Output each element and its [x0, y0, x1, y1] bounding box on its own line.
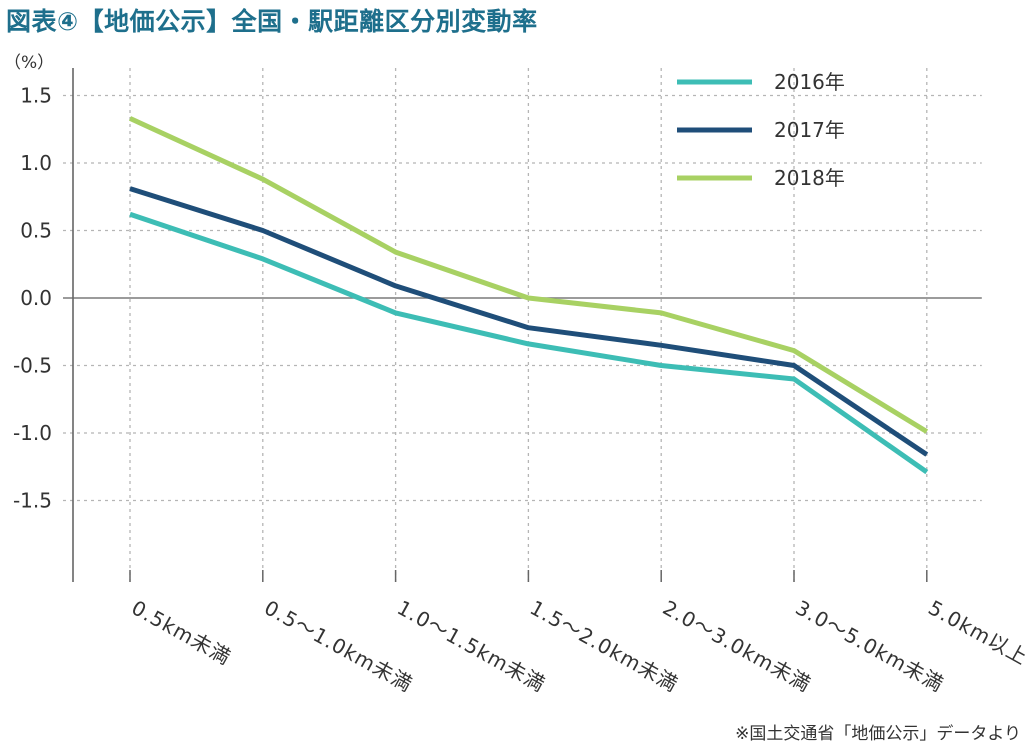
legend-label: 2018年	[774, 166, 845, 190]
label-layer: 1.5 1.0 0.5 0.0 -0.5 -1.0 -1.5 （%） 0.5km未満 0.5～1.…	[4, 53, 1031, 697]
series-line-1	[129, 211, 929, 475]
legend-label: 2016年	[774, 70, 845, 94]
series-line-3	[128, 116, 929, 434]
x-tick-label: 3.0～5.0km未満	[792, 595, 949, 696]
y-tick-label: 0.5	[20, 219, 52, 243]
series-layer	[128, 116, 929, 475]
y-tick-label: -1.0	[13, 421, 52, 445]
y-tick-label: -1.5	[13, 489, 52, 513]
y-tick-label: 1.5	[20, 84, 52, 108]
y-tick-label: 0.0	[20, 286, 52, 310]
y-axis-unit: （%）	[4, 53, 54, 73]
x-tick-label: 1.0～1.5km未満	[393, 595, 550, 696]
legend-label: 2017年	[774, 118, 845, 142]
y-tick-label: 1.0	[20, 151, 52, 175]
chart-title: 図表④【地価公示】全国・駅距離区分別変動率	[6, 7, 538, 36]
x-tick-label: 5.0km以上	[924, 595, 1031, 669]
legend: 2016年 2017年 2018年	[677, 70, 845, 190]
x-tick-label: 0.5km未満	[128, 595, 236, 669]
x-tick-label: 2.0～3.0km未満	[659, 595, 816, 696]
grid-layer	[63, 68, 982, 582]
x-tick-label: 0.5～1.0km未満	[260, 595, 417, 696]
x-tick-label: 1.5～2.0km未満	[526, 595, 683, 696]
y-tick-label: -0.5	[13, 354, 52, 378]
source-note: ※国土交通省「地価公示」データより	[735, 724, 1021, 744]
series-line-2	[129, 186, 929, 457]
